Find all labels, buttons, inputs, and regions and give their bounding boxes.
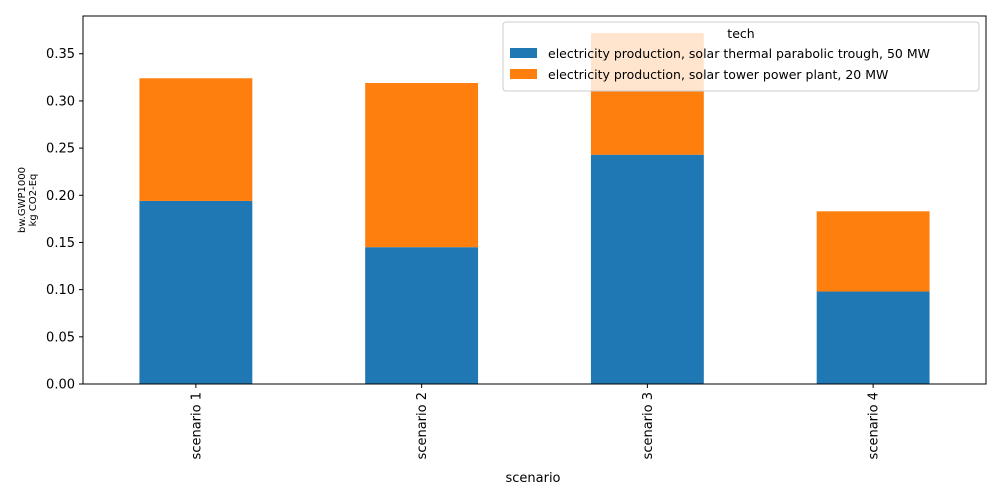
y-tick-label-8: 0.35 xyxy=(46,47,75,62)
y-tick-label-7: 0.30 xyxy=(46,94,75,109)
y-tick-label-2: 0.05 xyxy=(46,330,75,345)
bar-1-4 xyxy=(816,291,930,384)
bars-layer xyxy=(139,32,930,384)
legend-label-1: electricity production, solar thermal pa… xyxy=(548,46,930,61)
y-tick-label-5: 0.20 xyxy=(46,189,75,204)
y-tick-label-3: 0.10 xyxy=(46,283,75,298)
bar-1-1 xyxy=(139,200,253,384)
x-axis-title: scenario xyxy=(505,471,560,486)
y-axis-title-line-1: bw.GWP1000 xyxy=(17,167,28,233)
bar-1-3 xyxy=(590,154,704,384)
legend-swatch-2 xyxy=(510,69,537,79)
bar-2-4 xyxy=(816,211,930,292)
x-tick-label-3: scenario 3 xyxy=(641,392,656,459)
legend-title: tech xyxy=(727,26,754,41)
axes-layer: 0.00 0.05 0.10 0.15 0.20 0.25 0.30 0.35 scenario… xyxy=(46,15,987,459)
bar-2-1 xyxy=(139,78,253,201)
y-tick-label-1: 0.00 xyxy=(46,378,75,393)
legend-box xyxy=(502,21,980,92)
x-tick-label-2: scenario 2 xyxy=(415,392,430,459)
plot-frame xyxy=(82,15,987,385)
legend: tech electricity production, solar therma… xyxy=(502,21,980,92)
x-tick-label-4: scenario 4 xyxy=(867,392,882,459)
y-tick-label-4: 0.15 xyxy=(46,236,75,251)
x-tick-label-1: scenario 1 xyxy=(189,392,204,459)
legend-label-2: electricity production, solar tower powe… xyxy=(548,67,888,82)
bar-2-2 xyxy=(365,82,479,248)
legend-swatch-1 xyxy=(510,48,537,58)
bar-1-2 xyxy=(365,247,479,384)
y-axis-title-line-2: kg CO2-Eq xyxy=(28,174,39,227)
y-tick-label-6: 0.25 xyxy=(46,142,75,157)
